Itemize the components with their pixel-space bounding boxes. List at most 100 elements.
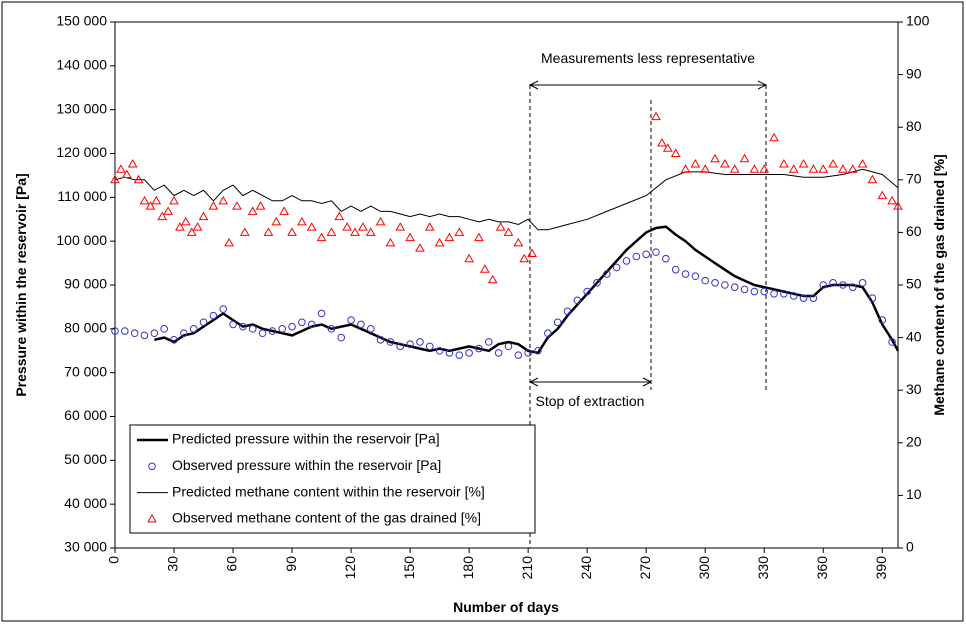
point — [342, 222, 353, 231]
point — [279, 206, 290, 215]
point — [828, 159, 838, 168]
y-tick-label: 60 000 — [64, 407, 107, 423]
point — [239, 227, 250, 236]
point — [759, 164, 770, 173]
point — [189, 325, 198, 333]
y2-axis-label: Methane content of the gas drained [%] — [931, 154, 947, 415]
y-axis-label: Pressure within the reservoir [Pa] — [13, 173, 29, 396]
point — [839, 281, 847, 289]
point — [524, 349, 532, 357]
point — [464, 253, 474, 263]
point — [681, 270, 690, 278]
point — [219, 305, 228, 313]
point — [366, 325, 375, 333]
y-tick-label: 50 000 — [64, 451, 107, 467]
point — [603, 270, 611, 278]
point — [218, 195, 229, 205]
point — [278, 325, 287, 333]
point — [573, 296, 582, 305]
legend-label: Predicted pressure within the reservoir … — [172, 431, 440, 447]
y-tick-label: 80 000 — [64, 320, 107, 336]
point — [868, 294, 877, 302]
y-tick-label: 40 000 — [64, 495, 107, 511]
point — [495, 222, 506, 231]
point — [887, 195, 897, 205]
point — [563, 307, 572, 316]
point — [121, 327, 129, 335]
point — [229, 320, 237, 329]
x-tick-label: 210 — [519, 556, 535, 580]
point — [317, 309, 326, 318]
point — [150, 329, 159, 338]
y-tick-label: 140 000 — [56, 57, 107, 73]
point — [385, 237, 396, 247]
point — [434, 237, 445, 247]
point — [474, 232, 484, 242]
point — [375, 216, 386, 226]
x-tick-label: 270 — [637, 556, 653, 580]
legend-label: Observed pressure within the reservoir [… — [172, 457, 441, 473]
point — [111, 327, 119, 335]
point — [358, 222, 368, 231]
point — [180, 216, 191, 226]
x-tick-label: 390 — [873, 556, 889, 580]
point — [662, 254, 670, 263]
point — [740, 285, 749, 294]
point — [347, 316, 355, 324]
point — [494, 349, 503, 357]
y2-tick-label: 20 — [906, 434, 922, 450]
point — [307, 320, 316, 329]
point — [809, 294, 818, 302]
point — [691, 272, 700, 281]
arrow-head — [528, 80, 768, 90]
point — [140, 331, 149, 340]
x-tick-label: 120 — [342, 556, 358, 580]
point — [527, 248, 537, 257]
x-tick-label: 360 — [814, 556, 830, 580]
y2-tick-label: 90 — [906, 65, 922, 81]
point — [798, 159, 809, 168]
point — [642, 250, 650, 259]
point — [484, 338, 493, 346]
point — [465, 349, 473, 357]
point — [357, 320, 365, 329]
point — [133, 174, 144, 184]
legend — [129, 424, 536, 534]
x-tick-label: 60 — [224, 556, 240, 572]
y2-tick-label: 40 — [906, 328, 922, 344]
point — [157, 211, 168, 221]
point — [720, 159, 730, 168]
point — [405, 232, 415, 242]
point — [334, 211, 345, 221]
point — [247, 206, 258, 215]
point — [519, 253, 530, 263]
y-tick-label: 120 000 — [56, 144, 107, 160]
point — [503, 227, 514, 236]
point — [232, 201, 242, 210]
line — [114, 168, 899, 231]
point — [867, 174, 878, 184]
point — [170, 335, 178, 344]
point — [326, 227, 337, 236]
point — [209, 311, 218, 320]
point — [248, 325, 257, 333]
point — [116, 164, 126, 173]
point — [750, 287, 759, 296]
legend-label: Observed methane content of the gas drai… — [172, 510, 481, 526]
point — [788, 164, 799, 173]
point — [455, 351, 464, 359]
arrow-head — [528, 377, 653, 387]
point — [255, 201, 266, 210]
point — [208, 201, 219, 210]
point — [479, 264, 490, 273]
y-tick-label: 150 000 — [56, 13, 107, 29]
point — [288, 322, 296, 331]
point — [848, 283, 857, 291]
point — [198, 211, 209, 221]
point — [406, 340, 414, 348]
point — [454, 227, 465, 236]
point — [186, 227, 197, 236]
point — [858, 279, 867, 287]
point — [415, 243, 425, 252]
y-tick-label: 30 000 — [64, 539, 107, 555]
